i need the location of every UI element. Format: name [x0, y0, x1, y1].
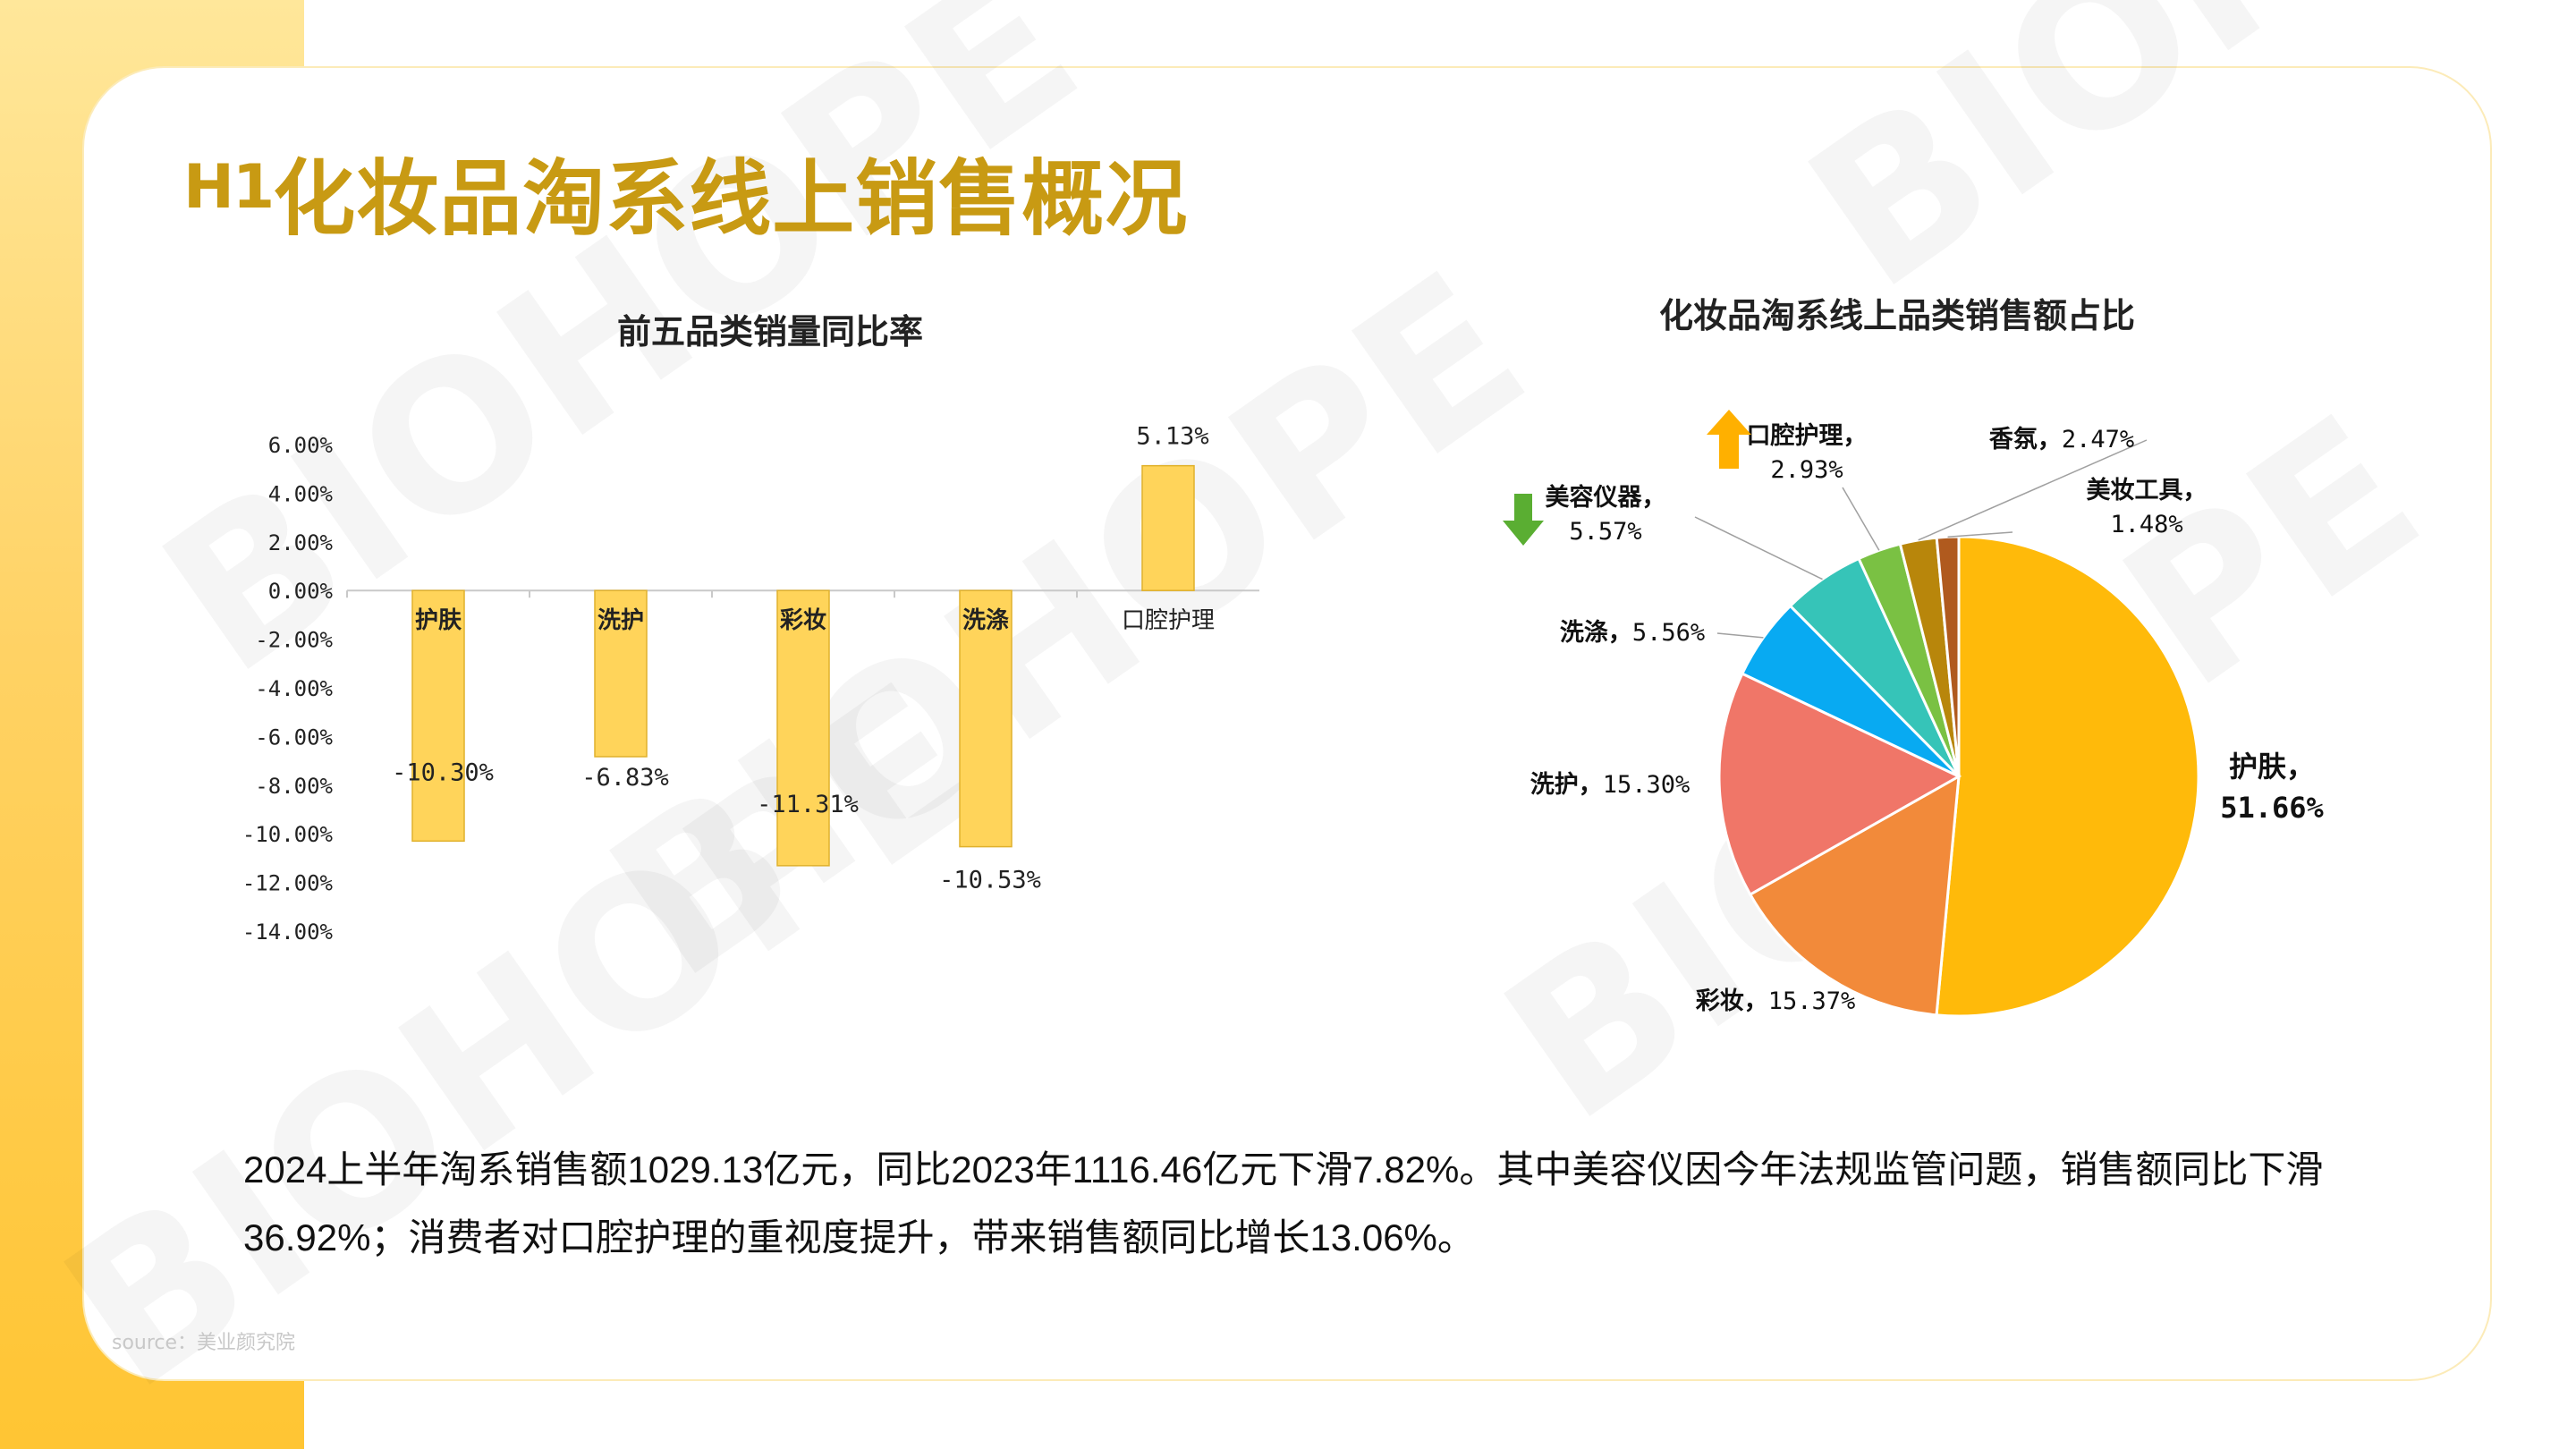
bar-chart-title: 前五品类销量同比率: [617, 312, 924, 352]
summary-text: 2024上半年淘系销售额1029.13亿元，同比2023年1116.46亿元下滑…: [243, 1136, 2372, 1272]
category-label: 洗护: [597, 607, 644, 634]
category-label: 洗涤: [962, 607, 1009, 634]
bar-value-label: -6.83%: [581, 764, 669, 792]
pie-slice-value: 2.47%: [2062, 426, 2134, 453]
y-tick-label: -10.00%: [242, 822, 334, 847]
pie-slice-label: 香氛，2.47%: [1989, 426, 2134, 453]
bar: [776, 589, 830, 867]
pie-slice-label: 洗涤，5.56%: [1560, 619, 1705, 647]
pie-slice: [1748, 774, 1961, 1017]
trend-down-arrow-icon: [1503, 494, 1544, 546]
bar-value-label: -10.30%: [392, 758, 494, 786]
pie-leader-line: [1918, 439, 2148, 541]
page-title-main: 化妆品淘系线上销售概况: [273, 151, 1189, 247]
pie-chart-title: 化妆品淘系线上品类销售额占比: [1659, 296, 2136, 335]
bar-value-label: -11.31%: [757, 791, 859, 818]
bar: [411, 589, 465, 843]
bar: [1141, 464, 1195, 591]
page-title: H1化妆品淘系线上销售概况: [183, 132, 1188, 251]
pie-slice-value: 2.93%: [1770, 456, 1843, 484]
y-tick-label: -14.00%: [242, 919, 334, 945]
trend-up-arrow-icon: [1707, 410, 1751, 469]
y-tick-label: 4.00%: [268, 481, 334, 506]
category-label: 护肤: [415, 607, 462, 634]
bar-value-label: 5.13%: [1136, 423, 1208, 451]
y-tick-label: 0.00%: [268, 579, 334, 604]
pie-slice-value: 5.56%: [1632, 619, 1705, 647]
category-label: 彩妆: [779, 607, 826, 634]
pie-slice-label: 彩妆，15.37%: [1696, 987, 1856, 1015]
bar: [959, 589, 1013, 848]
pie-slice-label: 护肤，: [2229, 750, 2315, 784]
pie-slice-label: 口腔护理，: [1747, 422, 1868, 450]
y-tick-label: -6.00%: [255, 724, 333, 750]
summary-line-1: 2024上半年淘系销售额1029.13亿元，同比2023年1116.46亿元下滑…: [243, 1148, 2324, 1191]
pie-slice-value: 15.30%: [1603, 771, 1690, 799]
pie-slice-value: 1.48%: [2110, 511, 2182, 538]
pie-slice: [1717, 672, 1962, 897]
y-tick-label: -2.00%: [255, 628, 333, 653]
pie-slice-value: 5.57%: [1569, 518, 1641, 546]
y-tick-label: -4.00%: [255, 676, 333, 701]
y-tick-label: 2.00%: [268, 530, 334, 555]
pie-slice: [1935, 535, 2200, 1018]
y-tick-label: -8.00%: [255, 774, 333, 799]
y-tick-label: 6.00%: [268, 433, 334, 458]
bar-value-label: -10.53%: [939, 867, 1041, 894]
summary-line-2: 36.92%；消费者对口腔护理的重视度提升，带来销售额同比增长13.06%。: [243, 1216, 1475, 1258]
pie-slice-label: 美容仪器，: [1546, 483, 1666, 512]
page-title-prefix: H1: [183, 152, 275, 223]
y-tick-label: -12.00%: [242, 871, 334, 896]
pie-leader-line: [1716, 632, 1764, 639]
bar: [594, 589, 648, 758]
category-label: 口腔护理: [1122, 607, 1215, 634]
pie-slice-value: 51.66%: [2220, 791, 2324, 825]
pie-leader-line: [1694, 516, 1823, 580]
pie-leader-line: [1947, 531, 2013, 538]
pie-slice-label: 洗护，15.30%: [1530, 771, 1690, 799]
pie-leader-line: [1842, 487, 1880, 551]
pie-slice-label: 美妆工具，: [2087, 476, 2207, 504]
source-note: source：美业颜究院: [112, 1332, 296, 1354]
pie-slice-value: 15.37%: [1768, 987, 1856, 1015]
